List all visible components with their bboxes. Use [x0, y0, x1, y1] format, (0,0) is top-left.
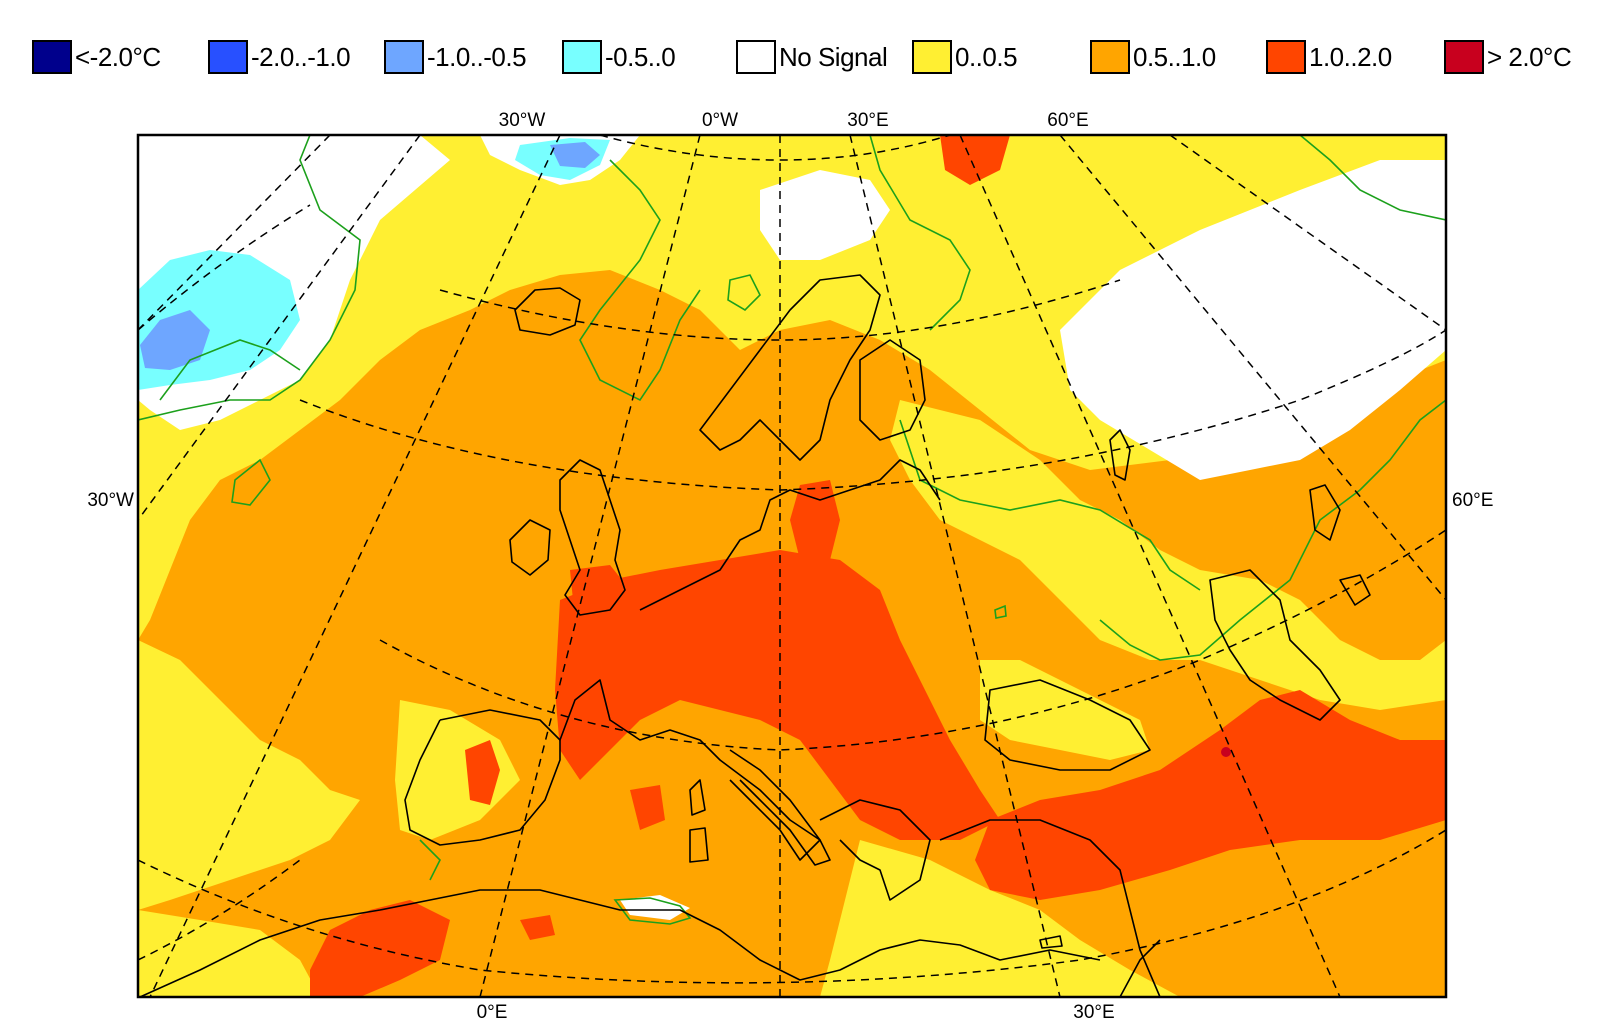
- region-1-2-middle-east: [975, 690, 1446, 900]
- region-1-2-sardinia: [630, 785, 665, 830]
- legend-swatch: [32, 40, 72, 74]
- legend-swatch: [208, 40, 248, 74]
- region-0-0p5-west-atlantic: [138, 640, 360, 910]
- region-0-0p5-russia: [890, 400, 1446, 710]
- legend-label: 0..0.5: [955, 41, 1018, 72]
- legend-item-lt-minus-2: <-2.0°C: [32, 38, 161, 76]
- graticule: [138, 135, 1446, 997]
- legend-label: -1.0..-0.5: [427, 41, 527, 72]
- legend-item-minus-2-minus-1: -2.0..-1.0: [208, 38, 351, 76]
- legend-item-0-05: 0..0.5: [912, 38, 1018, 76]
- region-1-2-barents: [940, 135, 1010, 185]
- legend-swatch: [736, 40, 776, 74]
- region-no-signal-west-siberia: [1060, 160, 1446, 480]
- top-label-0w: 0°W: [702, 110, 738, 131]
- region-1-2-spain: [465, 740, 500, 805]
- bottom-label-0e: 0°E: [477, 1002, 508, 1023]
- left-label-30w: 30°W: [87, 490, 134, 511]
- map-border: [136, 133, 1448, 999]
- legend-swatch: [1266, 40, 1306, 74]
- region-no-signal-tunisia: [620, 895, 690, 920]
- legend-item-1-2: 1.0..2.0: [1266, 38, 1392, 76]
- legend-swatch: [562, 40, 602, 74]
- region-1-2-uk: [570, 565, 630, 620]
- region-1-2-baltic: [790, 480, 840, 560]
- legend-label: 0.5..1.0: [1133, 41, 1216, 72]
- legend-label: 1.0..2.0: [1309, 41, 1392, 72]
- top-label-60e: 60°E: [1047, 110, 1088, 131]
- legend-item-minus-05-0: -0.5..0: [562, 38, 676, 76]
- map-svg: 30°W 0°W 30°E 60°E 30°W 60°E 0°E 30°E: [87, 110, 1493, 1023]
- legend-swatch: [912, 40, 952, 74]
- region-1-2-algeria: [520, 915, 555, 940]
- coastlines: [139, 274, 1371, 997]
- region-gt2-caspian: [1221, 747, 1231, 757]
- region-0-0p5-north: [138, 135, 1446, 640]
- legend-item-no-signal: No Signal: [736, 38, 888, 76]
- region-1-2-central-europe: [555, 550, 1000, 840]
- region-neg1-neg0p5-labrador: [140, 310, 210, 370]
- region-0-0p5-black-sea: [980, 660, 1150, 760]
- right-label-60e: 60°E: [1452, 490, 1493, 511]
- region-0-0p5-iberia: [395, 700, 520, 840]
- legend-label: -2.0..-1.0: [251, 41, 351, 72]
- legend-swatch: [1444, 40, 1484, 74]
- legend-item-gt-2: > 2.0°C: [1444, 38, 1572, 76]
- map-frame: 30°W 0°W 30°E 60°E 30°W 60°E 0°E 30°E: [0, 100, 1600, 1024]
- legend-swatch: [1090, 40, 1130, 74]
- legend-item-05-1: 0.5..1.0: [1090, 38, 1216, 76]
- top-label-30w: 30°W: [499, 110, 546, 131]
- region-neg1-neg0p5-svalbard: [550, 142, 600, 168]
- legend-label: > 2.0°C: [1487, 41, 1572, 72]
- legend-swatch: [384, 40, 424, 74]
- legend-label: No Signal: [779, 41, 888, 72]
- legend-label: -0.5..0: [605, 41, 676, 72]
- region-no-signal-scandinavia: [760, 170, 890, 260]
- legend-item-minus-1-minus-05: -1.0..-0.5: [384, 38, 527, 76]
- legend-label: <-2.0°C: [75, 41, 161, 72]
- anomaly-field: [138, 135, 1446, 997]
- region-0-0p5-sw-corner: [138, 910, 320, 997]
- legend: <-2.0°C -2.0..-1.0 -1.0..-0.5 -0.5..0 No…: [0, 0, 1600, 100]
- top-label-30e: 30°E: [847, 110, 888, 131]
- region-0-0p5-norway-sea: [600, 135, 770, 210]
- bottom-label-30e: 30°E: [1073, 1002, 1114, 1023]
- significance-contours: [138, 135, 1446, 925]
